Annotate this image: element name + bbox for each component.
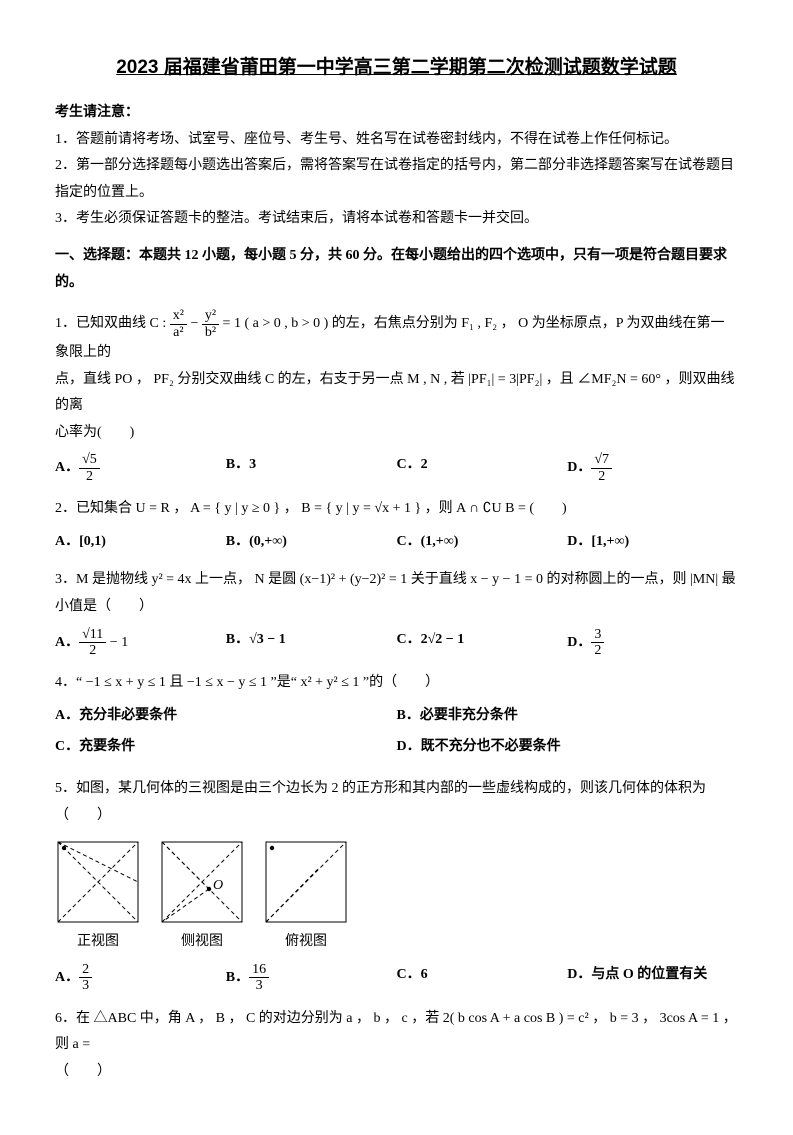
q4-opt-c: C．充要条件 [55, 734, 397, 761]
q3-options: A．√112 − 1 B．√3 − 1 C．2√2 − 1 D．32 [55, 627, 738, 659]
notice-2: 2．第一部分选择题每小题选出答案后，需将答案写在试卷指定的括号内，第二部分非选择… [55, 153, 738, 206]
q1-opt-d: D．√72 [567, 452, 738, 484]
question-2: 2．已知集合 U = R ， A = { y | y ≥ 0 } ， B = {… [55, 496, 738, 523]
q3-opt-d: D．32 [567, 627, 738, 659]
question-1: 1．已知双曲线 C : x²a² − y²b² = 1 ( a > 0 , b … [55, 308, 738, 366]
side-view-svg: O [159, 839, 245, 925]
q5-view-top: 俯视图 [263, 839, 349, 956]
notice-head: 考生请注意： [55, 100, 738, 127]
q3-opt-b: B．√3 − 1 [226, 627, 397, 659]
section-1-head: 一、选择题：本题共 12 小题，每小题 5 分，共 60 分。在每小题给出的四个… [55, 243, 738, 296]
q1-opt-b: B．3 [226, 452, 397, 484]
q4-opt-a: A．充分非必要条件 [55, 703, 397, 730]
q5-view-side: O 侧视图 [159, 839, 245, 956]
q2-opt-b: B．(0,+∞) [226, 529, 397, 556]
notice-3: 3．考生必须保证答题卡的整洁。考试结束后，请将本试卷和答题卡一并交回。 [55, 206, 738, 233]
question-5: 5．如图，某几何体的三视图是由三个边长为 2 的正方形和其内部的一些虚线构成的，… [55, 776, 738, 829]
q4-opt-d: D．既不充分也不必要条件 [397, 734, 739, 761]
q2-options: A．[0,1) B．(0,+∞) C．(1,+∞) D．[1,+∞) [55, 529, 738, 556]
q5-views: 正视图 O 侧视图 俯视图 [55, 839, 738, 956]
q4-opt-b: B．必要非充分条件 [397, 703, 739, 730]
q5-opt-b: B．163 [226, 962, 397, 994]
q1-frac2: y²b² [202, 308, 219, 340]
q3-opt-c: C．2√2 − 1 [397, 627, 568, 659]
q5-options: A．23 B．163 C．6 D．与点 O 的位置有关 [55, 962, 738, 994]
q2-opt-a: A．[0,1) [55, 529, 226, 556]
question-6-l2: （ ） [55, 1059, 738, 1086]
q5-opt-d: D．与点 O 的位置有关 [567, 962, 738, 994]
q5-opt-a: A．23 [55, 962, 226, 994]
front-view-svg [55, 839, 141, 925]
q5-opt-c: C．6 [397, 962, 568, 994]
q1-line2: 点，直线 PO ， PF₂ 分别交双曲线 C 的左，右支于另一点 M , N ,… [55, 367, 738, 420]
question-6-l1: 6．在 △ABC 中，角 A ， B ， C 的对边分别为 a ， b ， c … [55, 1006, 738, 1059]
q4-options: A．充分非必要条件 B．必要非充分条件 C．充要条件 D．既不充分也不必要条件 [55, 703, 738, 764]
q1-options: A．√52 B．3 C．2 D．√72 [55, 452, 738, 484]
q1-opt-a: A．√52 [55, 452, 226, 484]
q1-line3: 心率为( ) [55, 420, 738, 447]
q3-opt-a: A．√112 − 1 [55, 627, 226, 659]
q5-view-front: 正视图 [55, 839, 141, 956]
q2-opt-c: C．(1,+∞) [397, 529, 568, 556]
q1-opt-c: C．2 [397, 452, 568, 484]
question-4: 4．“ −1 ≤ x + y ≤ 1 且 −1 ≤ x − y ≤ 1 ”是“ … [55, 670, 738, 697]
q2-opt-d: D．[1,+∞) [567, 529, 738, 556]
question-3-l2: 小值是（ ） [55, 594, 738, 621]
q1-line1a: 1．已知双曲线 C : [55, 316, 170, 331]
q1-frac1: x²a² [170, 308, 187, 340]
svg-text:O: O [213, 878, 223, 893]
page-title: 2023 届福建省莆田第一中学高三第二学期第二次检测试题数学试题 [55, 50, 738, 86]
notice-1: 1．答题前请将考场、试室号、座位号、考生号、姓名写在试卷密封线内，不得在试卷上作… [55, 127, 738, 154]
question-3-l1: 3．M 是抛物线 y² = 4x 上一点， N 是圆 (x−1)² + (y−2… [55, 567, 738, 594]
top-view-svg [263, 839, 349, 925]
